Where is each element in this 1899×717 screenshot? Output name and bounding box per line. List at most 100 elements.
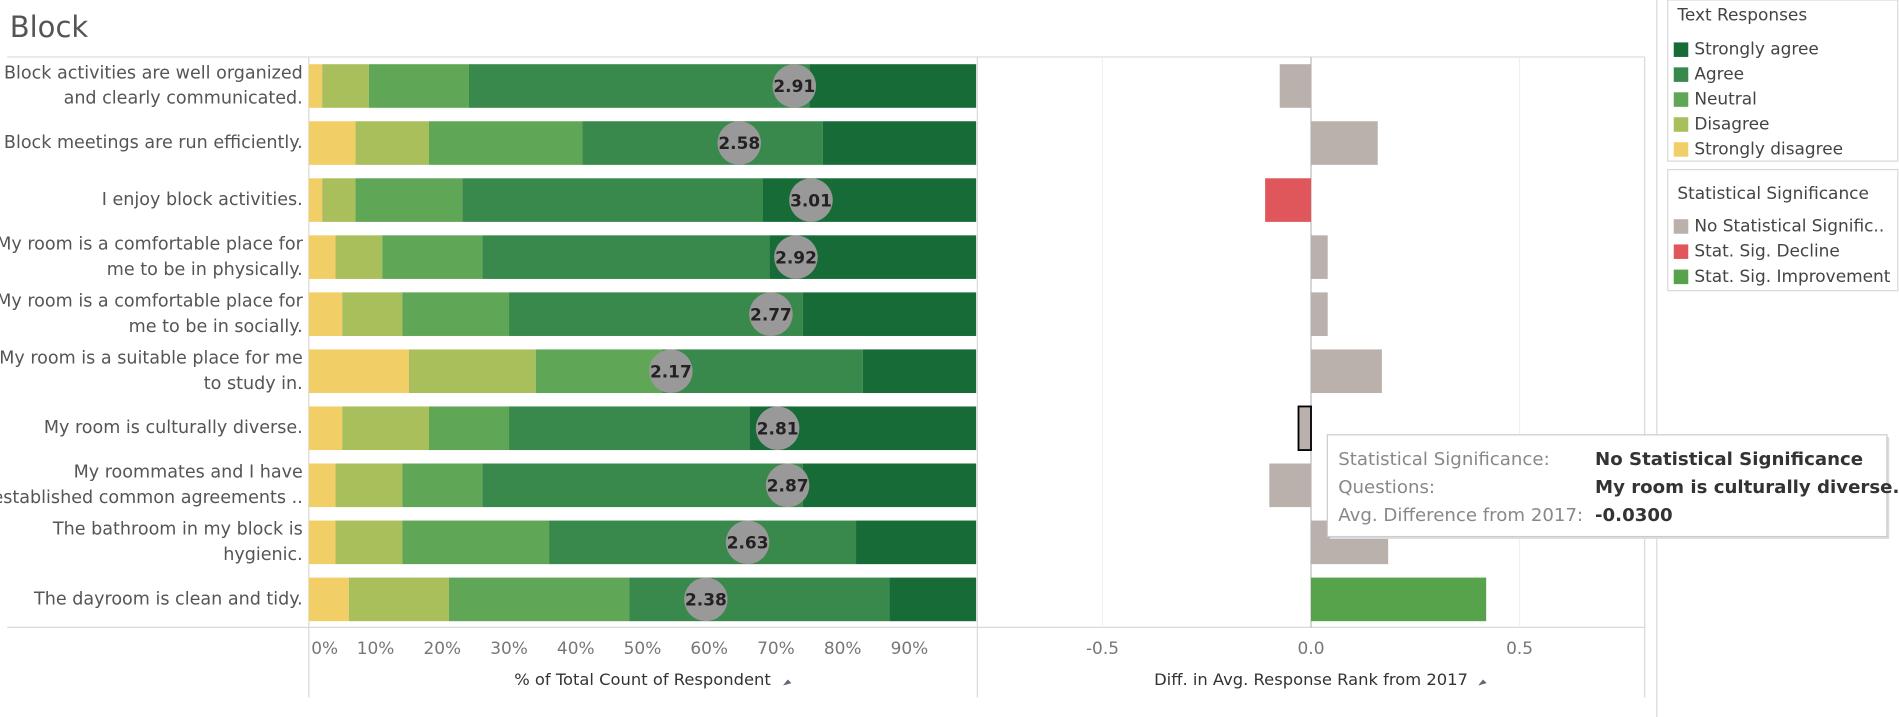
average-label: 2.91 [773,76,815,96]
bar-segment [348,577,449,622]
x-tick-label: 40% [557,638,595,658]
x-tick-label: 30% [490,638,528,658]
legend-label: Stat. Sig. Decline [1694,241,1840,261]
legend-swatch [1673,142,1689,157]
average-label: 2.58 [718,133,760,153]
bar-segment [308,463,336,508]
x-tick-label: 80% [824,638,862,658]
average-dot [765,463,810,508]
average-label: 3.01 [790,190,832,210]
average-dot [649,349,693,394]
tooltip-value: My room is culturally diverse. [1595,477,1899,498]
bar-segment [335,235,383,279]
bar-segment [549,520,857,565]
x-tick-label: -0.5 [1086,638,1119,658]
diff-bar [1311,577,1487,622]
bar-segment [382,235,483,279]
pin-icon [782,679,792,686]
row-label: hygienic. [223,545,303,565]
bar-segment [308,292,343,336]
average-label: 2.38 [685,590,727,610]
legend-swatch [1673,92,1689,107]
row-label: me to be in physically. [107,260,303,280]
bar-segment [809,64,977,108]
legend-swatch [1673,67,1689,82]
bar-segment [629,577,890,622]
bar-segment [308,349,409,394]
average-dot [717,121,762,165]
x-axis-title: Diff. in Avg. Response Rank from 2017 [1154,670,1468,689]
dashboard-title: Block [10,10,89,44]
bar-segment [662,349,863,394]
legend-swatch [1673,219,1689,234]
diff-bar [1265,178,1312,222]
legend-swatch [1673,117,1689,132]
bar-segment [342,292,403,336]
average-label: 2.63 [727,533,769,553]
legend-box [1667,168,1899,292]
bar-segment [535,349,663,394]
bar-segment [802,292,977,336]
x-tick-label: 20% [423,638,461,658]
row-label: The dayroom is clean and tidy. [33,589,303,609]
bar-segment [322,178,356,222]
average-dot [774,235,818,279]
legend-label: Agree [1694,64,1744,84]
legend-label: Disagree [1694,114,1769,134]
bar-segment [402,520,550,565]
legend-title: Text Responses [1676,5,1807,25]
bar-segment [308,520,336,565]
average-label: 2.77 [750,304,792,324]
bar-segment [428,406,510,451]
x-tick-label: 50% [624,638,662,658]
bar-segment [482,463,803,508]
tooltip-label: Avg. Difference from 2017: [1338,505,1583,526]
diff-bar [1311,121,1378,165]
row-label: My room is culturally diverse. [44,418,303,438]
average-label: 2.81 [757,418,799,438]
legend-box [1667,0,1899,162]
x-tick-label: 0% [311,638,338,658]
bar-segment [889,577,977,622]
bar-segment [856,520,977,565]
bar-segment [802,463,977,508]
diff-bar [1311,349,1382,394]
diff-bar [1311,292,1328,336]
row-label: and clearly communicated. [64,89,303,109]
tooltip-label: Statistical Significance: [1338,449,1549,470]
bar-segment [408,349,536,394]
average-label: 2.17 [650,361,692,381]
bar-segment [308,406,343,451]
legend-label: Strongly disagree [1694,138,1843,158]
diff-bar [1269,463,1312,508]
row-label: My room is a suitable place for me [0,349,303,369]
diff-bar [1311,235,1328,279]
bar-segment [509,406,750,451]
bar-segment [308,121,356,165]
legend-swatch [1673,269,1689,285]
bar-segment [368,64,469,108]
bar-segment [862,349,977,394]
x-axis-title: % of Total Count of Respondent [514,670,771,689]
tooltip: Statistical Significance: No Statistical … [1326,434,1899,539]
row-label: to study in. [204,374,303,394]
average-label: 2.87 [767,476,809,496]
average-dot [684,577,728,622]
tooltip-box [1326,434,1888,538]
bar-segment [582,121,823,165]
x-tick-label: 0.0 [1298,638,1325,658]
average-label: 2.92 [775,247,817,267]
pin-icon [1478,679,1487,686]
x-tick-label: 10% [357,638,395,658]
row-label: Block activities are well organized [4,63,303,83]
bar-segment [335,463,403,508]
bar-segment [402,292,510,336]
legend-label: Stat. Sig. Improvement [1694,266,1890,286]
bar-segment [402,463,483,508]
average-dot [749,292,793,336]
legend-title: Statistical Significance [1677,183,1869,203]
average-dot [755,406,800,451]
legend-label: No Statistical Signific.. [1694,215,1884,235]
row-label: My room is a comfortable place for [0,291,304,311]
